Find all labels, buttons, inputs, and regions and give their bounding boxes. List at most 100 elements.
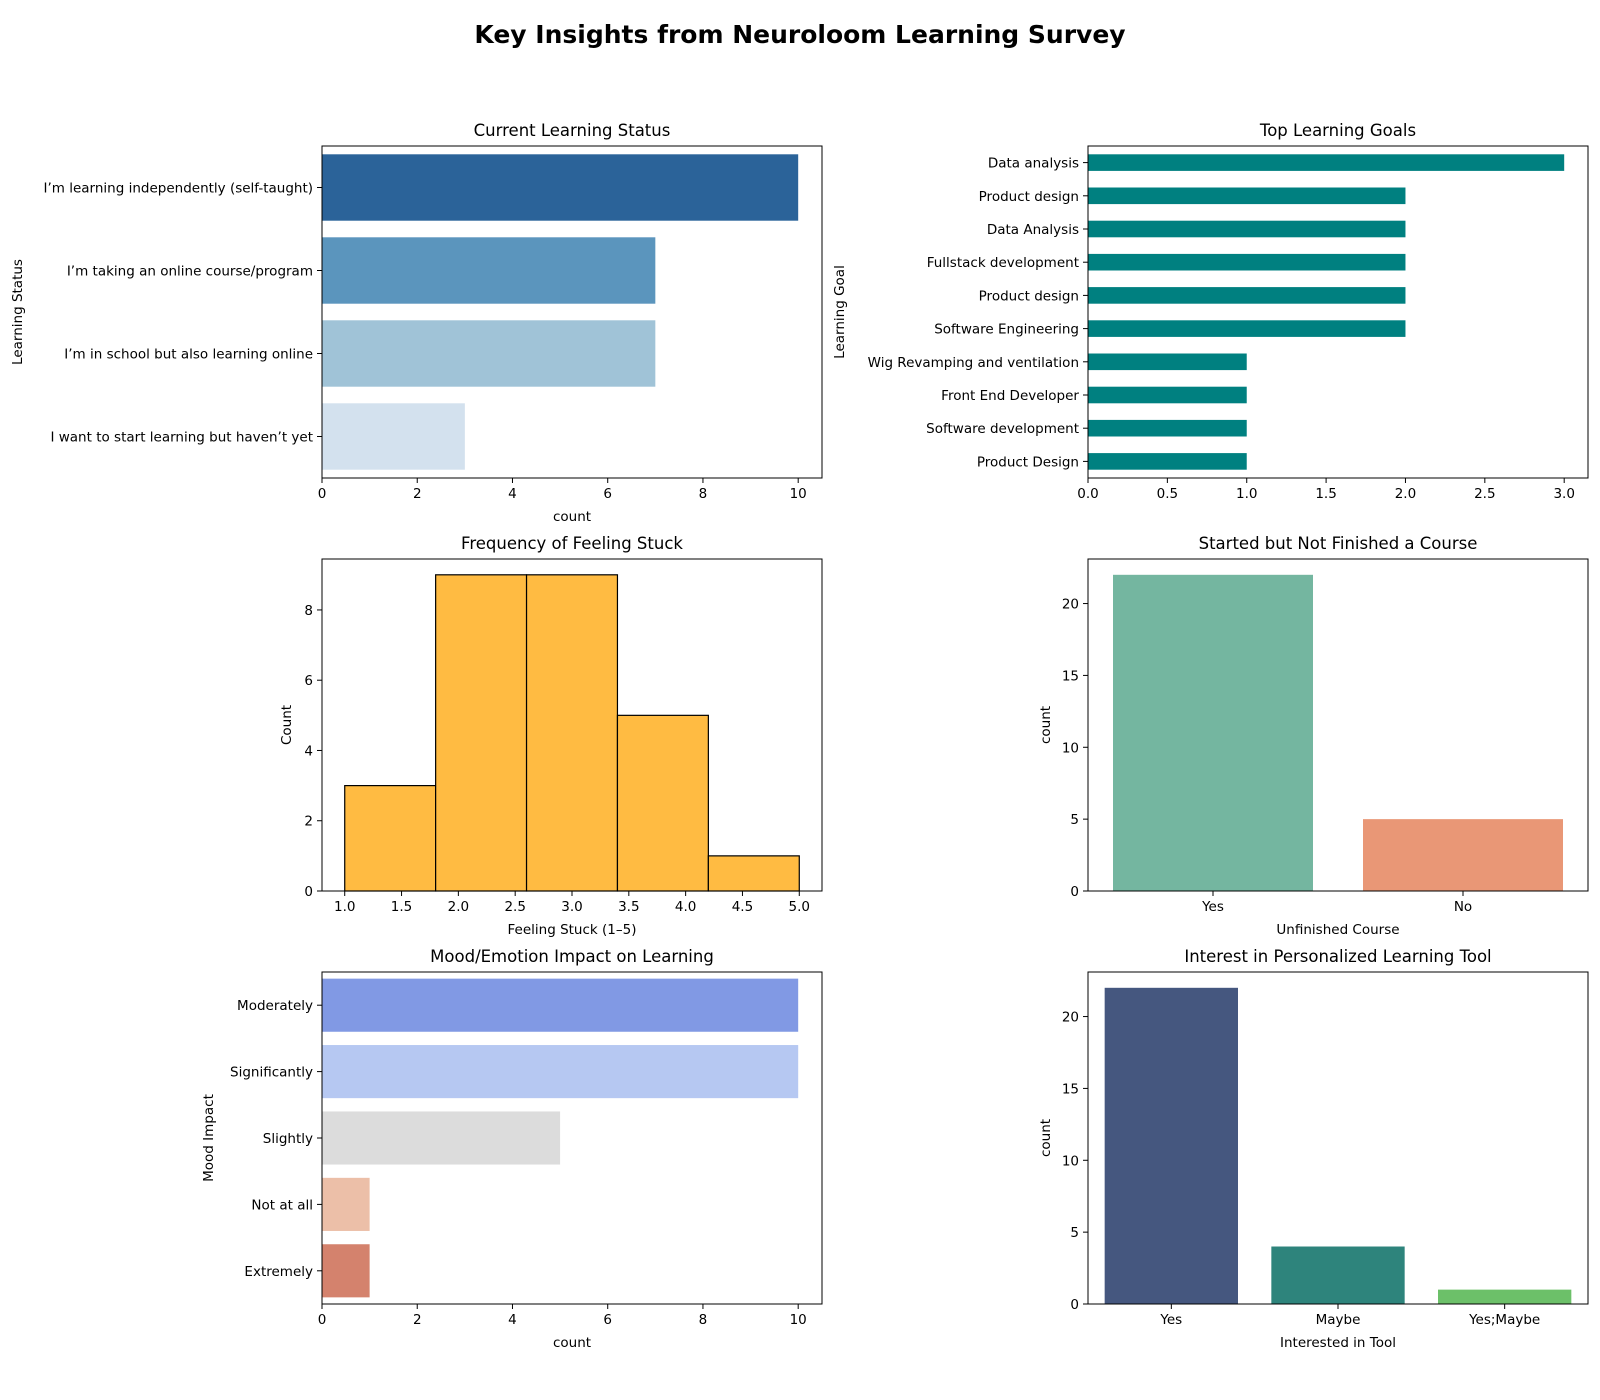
x-tick-label: No xyxy=(1454,899,1472,915)
y-tick-label: Moderately xyxy=(237,998,313,1014)
y-tick-label: Software Engineering xyxy=(934,322,1079,338)
chart-title: Interest in Personalized Learning Tool xyxy=(1184,947,1491,966)
y-axis-label: Count xyxy=(279,705,295,745)
bar xyxy=(322,1244,370,1298)
x-tick-label: 2 xyxy=(413,1312,422,1328)
y-tick-label: Not at all xyxy=(251,1197,313,1213)
bar xyxy=(322,237,656,304)
bar xyxy=(322,403,465,470)
y-tick-label: I’m learning independently (self-taught) xyxy=(44,181,314,197)
chart-title: Mood/Emotion Impact on Learning xyxy=(430,947,714,966)
x-tick-label: 2.0 xyxy=(448,899,469,915)
x-tick-label: 2.0 xyxy=(1395,486,1416,502)
axes-frame xyxy=(1087,145,1589,479)
bar xyxy=(1088,187,1406,205)
axes-frame xyxy=(321,971,823,1305)
y-tick-label: Data Analysis xyxy=(987,222,1079,238)
x-tick-label: 1.0 xyxy=(334,899,355,915)
y-tick-label: 15 xyxy=(1062,1081,1079,1097)
bar xyxy=(1363,819,1563,891)
y-tick-label: Product Design xyxy=(977,454,1079,470)
bar xyxy=(322,1111,561,1165)
chart-title: Current Learning Status xyxy=(474,121,671,140)
histogram-bar xyxy=(525,574,619,892)
x-tick-label: 2.5 xyxy=(1474,486,1495,502)
chart-title: Frequency of Feeling Stuck xyxy=(461,534,683,553)
x-tick-label: 1.5 xyxy=(391,899,412,915)
y-tick-label: 10 xyxy=(1062,740,1079,756)
x-tick-label: 2 xyxy=(413,486,422,502)
bar xyxy=(1088,353,1247,371)
x-tick-label: 4.0 xyxy=(675,899,696,915)
bar xyxy=(1088,287,1406,304)
x-tick-label: 0.5 xyxy=(1157,486,1178,502)
bar xyxy=(1271,1246,1405,1304)
x-tick-label: 8 xyxy=(699,486,708,502)
x-tick-label: 6 xyxy=(603,1312,612,1328)
x-tick-label: 8 xyxy=(699,1312,708,1328)
y-tick-label: Front End Developer xyxy=(941,388,1079,404)
bar xyxy=(322,320,656,387)
y-tick-label: Slightly xyxy=(263,1131,313,1147)
y-tick-label: I’m in school but also learning online xyxy=(64,347,313,363)
y-axis-label: Learning Goal xyxy=(832,265,848,359)
y-tick-label: 6 xyxy=(304,673,313,689)
x-tick-label: 10 xyxy=(790,486,807,502)
x-tick-label: 3.0 xyxy=(1553,486,1574,502)
x-axis-label: count xyxy=(553,509,591,525)
histogram-bar xyxy=(616,714,709,892)
x-axis-label: Unfinished Course xyxy=(1276,922,1399,938)
y-axis-label: count xyxy=(1038,1119,1054,1157)
bar xyxy=(322,1177,370,1231)
bar xyxy=(1088,220,1406,238)
bar xyxy=(1088,386,1247,404)
y-tick-label: Fullstack development xyxy=(927,255,1079,271)
x-tick-label: 4 xyxy=(508,486,517,502)
y-tick-label: 10 xyxy=(1062,1153,1079,1169)
x-axis-label: Interested in Tool xyxy=(1280,1335,1396,1351)
x-tick-label: 1.5 xyxy=(1315,486,1336,502)
y-tick-label: 8 xyxy=(304,603,313,619)
y-tick-label: Wig Revamping and ventilation xyxy=(868,355,1079,371)
axes-frame xyxy=(321,145,823,479)
y-tick-label: 5 xyxy=(1070,1225,1079,1241)
x-tick-label: 4.5 xyxy=(732,899,753,915)
x-tick-label: 3.5 xyxy=(618,899,639,915)
y-tick-label: Product design xyxy=(979,288,1079,304)
x-tick-label: 0 xyxy=(318,486,327,502)
axes-frame xyxy=(1087,971,1589,1305)
bar xyxy=(1088,154,1565,171)
x-tick-label: 1.0 xyxy=(1236,486,1257,502)
bar xyxy=(1104,987,1238,1304)
y-tick-label: 15 xyxy=(1062,668,1079,684)
y-tick-label: 0 xyxy=(304,884,313,900)
x-tick-label: Yes xyxy=(1159,1312,1182,1328)
x-tick-label: Yes;Maybe xyxy=(1468,1312,1540,1328)
bar xyxy=(322,154,799,221)
y-axis-label: Learning Status xyxy=(10,259,26,365)
y-tick-label: 4 xyxy=(304,743,313,759)
y-tick-label: 0 xyxy=(1070,884,1079,900)
y-tick-label: 0 xyxy=(1070,1297,1079,1313)
y-tick-label: I want to start learning but haven’t yet xyxy=(50,430,313,446)
y-tick-label: 5 xyxy=(1070,812,1079,828)
y-axis-label: Mood Impact xyxy=(201,1094,217,1182)
y-tick-label: Software development xyxy=(926,421,1079,437)
y-axis-label: count xyxy=(1038,706,1054,744)
y-tick-label: Product design xyxy=(979,189,1079,205)
bar xyxy=(1113,574,1313,891)
axes-frame xyxy=(1087,558,1589,892)
chart-title: Top Learning Goals xyxy=(1259,121,1416,140)
histogram-bar xyxy=(435,574,528,892)
x-axis-label: Feeling Stuck (1–5) xyxy=(508,922,637,938)
bar xyxy=(1088,453,1247,470)
chart-title: Started but Not Finished a Course xyxy=(1199,534,1478,553)
x-tick-label: 0 xyxy=(318,1312,327,1328)
x-tick-label: 3.0 xyxy=(561,899,582,915)
bar xyxy=(1088,253,1406,271)
y-tick-label: Significantly xyxy=(230,1065,313,1081)
